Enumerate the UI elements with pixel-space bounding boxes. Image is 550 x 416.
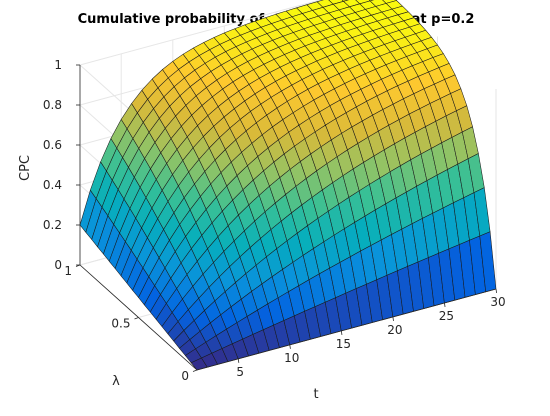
z-tick-label: 1 [54, 58, 62, 72]
x-tick-mark [340, 330, 343, 335]
x-tick-label: 25 [439, 309, 454, 323]
z-axis-label: CPC [18, 155, 33, 181]
z-tick-label: 0.8 [43, 98, 62, 112]
z-tick-label: 0 [54, 258, 62, 272]
x-tick-mark [237, 358, 240, 363]
x-axis-label: t [313, 387, 318, 402]
y-tick-label: 0 [181, 369, 189, 383]
z-tick-label: 0.2 [43, 218, 62, 232]
x-tick-mark [444, 302, 446, 308]
x-tick-mark [495, 288, 497, 294]
x-tick-mark [392, 316, 394, 321]
y-tick-label: 0.5 [111, 317, 130, 331]
x-tick-label: 10 [284, 351, 299, 365]
z-tick-label: 0.6 [43, 138, 62, 152]
x-tick-label: 30 [490, 295, 505, 309]
x-tick-label: 5 [236, 365, 244, 379]
y-axis-label: λ [112, 374, 120, 389]
x-tick-label: 15 [336, 337, 351, 351]
y-tick-mark [192, 369, 198, 372]
x-tick-mark [289, 344, 291, 349]
x-axis-line [196, 288, 497, 371]
z-tick-label: 0.4 [43, 178, 62, 192]
y-tick-mark [134, 317, 139, 320]
y-tick-label: 1 [64, 264, 72, 278]
surface-layer [79, 0, 497, 371]
x-tick-label: 20 [387, 323, 402, 337]
